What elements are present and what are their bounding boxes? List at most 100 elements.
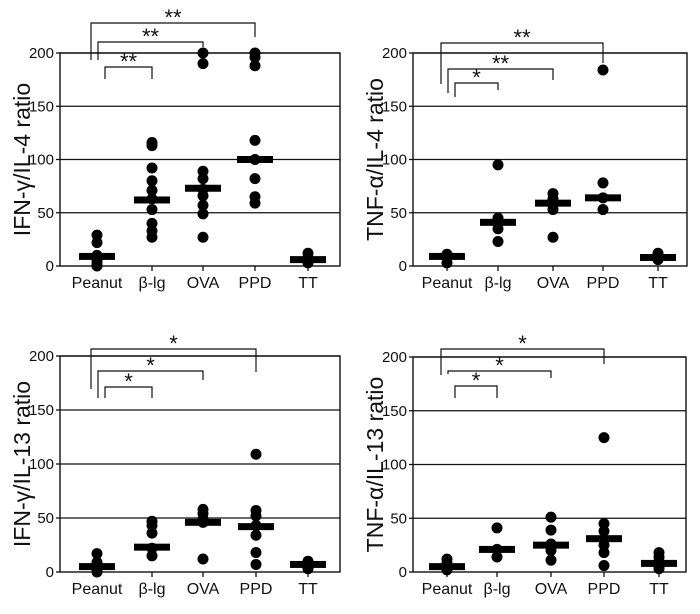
data-point	[547, 231, 559, 243]
median-bar	[237, 156, 273, 163]
median-bar	[429, 563, 465, 571]
data-point	[545, 511, 557, 523]
significance-bracket	[90, 348, 257, 389]
panel-2: 0 50 100 150 200 TNF-α/IL-4 ratio Peanut β-lg OV…	[362, 25, 688, 292]
data-point	[197, 199, 209, 211]
median-bar	[479, 545, 515, 553]
y-tick-label: 50	[37, 205, 54, 222]
median-bar	[429, 252, 465, 260]
data-point	[598, 518, 610, 530]
median-bar	[480, 218, 516, 226]
y-tick-label: 150	[29, 98, 54, 115]
data-point	[250, 547, 262, 559]
x-tick-label: PPD	[588, 581, 621, 598]
y-tick-label: 50	[390, 510, 407, 527]
plot-frame	[412, 356, 687, 573]
x-tick-label: Peanut	[72, 275, 123, 292]
data-point	[146, 175, 158, 187]
data-point	[547, 204, 559, 216]
x-tick-label: Peanut	[422, 581, 473, 598]
y-tick-label: 0	[399, 258, 407, 275]
data-point	[146, 550, 158, 562]
y-tick-label: 200	[29, 45, 54, 62]
significance-label: *	[518, 331, 527, 356]
plot-frame	[59, 355, 341, 573]
y-tick-label: 0	[46, 564, 54, 581]
y-tick-label: 150	[29, 402, 54, 419]
significance-label: *	[495, 353, 504, 378]
y-axis-label: TNF-α/IL-13 ratio	[362, 377, 388, 553]
significance-label: **	[120, 49, 138, 74]
data-point	[197, 173, 209, 185]
significance-bracket	[440, 42, 604, 84]
significance-label: **	[164, 5, 182, 30]
data-point	[597, 204, 609, 216]
significance-label: *	[169, 331, 178, 356]
median-bar	[79, 252, 115, 260]
data-point	[146, 184, 158, 196]
x-tick-label: β-lg	[139, 581, 166, 598]
y-tick-label: 100	[382, 457, 407, 474]
data-point	[197, 190, 209, 202]
median-bar	[134, 196, 170, 204]
median-bar	[134, 543, 170, 551]
median-bar	[586, 535, 622, 543]
median-bar	[585, 194, 621, 202]
data-point	[146, 520, 158, 532]
data-point	[197, 208, 209, 220]
y-tick-label: 0	[399, 564, 407, 581]
data-point	[146, 527, 158, 539]
x-tick-label: OVA	[187, 275, 220, 292]
data-point	[250, 529, 262, 541]
data-point	[249, 134, 261, 146]
x-tick-label: OVA	[187, 581, 220, 598]
significance-label: **	[142, 24, 160, 49]
significance-bracket	[447, 370, 552, 378]
data-point	[545, 524, 557, 536]
significance-label: **	[492, 51, 510, 76]
y-axis-label: IFN-γ/IL-4 ratio	[9, 83, 35, 236]
x-tick-label: OVA	[537, 275, 570, 292]
y-tick-label: 100	[29, 456, 54, 473]
panel-1: 0 50 100 150 200 IFN-γ/IL-4 ratio Peanut β-lg OV…	[9, 5, 341, 292]
data-point	[598, 547, 610, 559]
y-axis-label: IFN-γ/IL-13 ratio	[9, 381, 35, 547]
data-point	[250, 448, 262, 460]
x-tick-label: OVA	[535, 581, 568, 598]
data-point	[250, 558, 262, 570]
median-bar	[641, 559, 677, 567]
data-point	[146, 231, 158, 243]
data-point	[491, 551, 503, 563]
significance-bracket	[97, 41, 204, 60]
significance-label: *	[472, 368, 481, 393]
data-point	[598, 525, 610, 537]
significance-bracket	[104, 66, 153, 79]
median-bar	[185, 518, 221, 526]
data-point	[197, 47, 209, 59]
median-bar	[79, 563, 115, 571]
significance-label: *	[124, 369, 133, 394]
median-bar	[290, 256, 326, 264]
data-point	[491, 522, 503, 534]
panel-3: 0 50 100 150 200 IFN-γ/IL-13 ratio Peanut β-lg O…	[9, 331, 341, 598]
y-tick-label: 100	[382, 152, 407, 169]
data-point	[598, 432, 610, 444]
significance-label: **	[513, 25, 531, 50]
data-point	[597, 64, 609, 76]
data-point	[146, 140, 158, 152]
plot-frame	[412, 52, 688, 267]
x-tick-label: TT	[298, 581, 318, 598]
significance-label: *	[472, 65, 481, 90]
y-tick-label: 150	[382, 403, 407, 420]
y-tick-label: 150	[382, 98, 407, 115]
median-bar	[533, 541, 569, 549]
data-point	[249, 51, 261, 63]
data-point	[249, 60, 261, 72]
x-tick-label: PPD	[239, 275, 272, 292]
significance-bracket	[97, 370, 204, 398]
x-tick-label: TT	[649, 581, 669, 598]
median-bar	[290, 560, 326, 568]
y-tick-label: 200	[29, 348, 54, 365]
y-tick-label: 50	[390, 205, 407, 222]
